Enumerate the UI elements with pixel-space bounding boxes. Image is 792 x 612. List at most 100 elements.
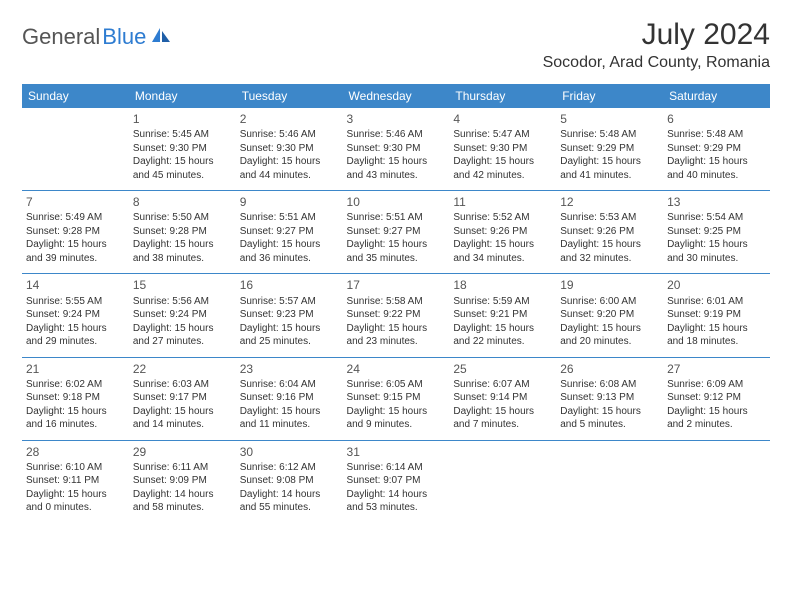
day-header: Friday bbox=[556, 84, 663, 108]
day-number: 17 bbox=[347, 277, 446, 293]
sunrise-text: Sunrise: 5:57 AM bbox=[240, 295, 339, 309]
calendar-row: 21Sunrise: 6:02 AMSunset: 9:18 PMDayligh… bbox=[22, 357, 770, 440]
daylight-text: and 29 minutes. bbox=[26, 335, 125, 349]
daylight-text: Daylight: 15 hours bbox=[26, 405, 125, 419]
sunset-text: Sunset: 9:21 PM bbox=[453, 308, 552, 322]
day-number: 23 bbox=[240, 361, 339, 377]
calendar-cell: 9Sunrise: 5:51 AMSunset: 9:27 PMDaylight… bbox=[236, 191, 343, 274]
logo-text-blue: Blue bbox=[102, 24, 146, 50]
calendar-cell: 22Sunrise: 6:03 AMSunset: 9:17 PMDayligh… bbox=[129, 357, 236, 440]
sunset-text: Sunset: 9:15 PM bbox=[347, 391, 446, 405]
daylight-text: Daylight: 15 hours bbox=[26, 238, 125, 252]
sunrise-text: Sunrise: 6:11 AM bbox=[133, 461, 232, 475]
day-number: 18 bbox=[453, 277, 552, 293]
logo-text-gray: General bbox=[22, 24, 100, 50]
daylight-text: Daylight: 15 hours bbox=[26, 488, 125, 502]
page-header: GeneralBlue July 2024 Socodor, Arad Coun… bbox=[22, 18, 770, 72]
daylight-text: Daylight: 15 hours bbox=[453, 155, 552, 169]
calendar-cell: 5Sunrise: 5:48 AMSunset: 9:29 PMDaylight… bbox=[556, 108, 663, 191]
sunset-text: Sunset: 9:30 PM bbox=[453, 142, 552, 156]
calendar-row: 7Sunrise: 5:49 AMSunset: 9:28 PMDaylight… bbox=[22, 191, 770, 274]
sunrise-text: Sunrise: 5:47 AM bbox=[453, 128, 552, 142]
daylight-text: and 7 minutes. bbox=[453, 418, 552, 432]
sunrise-text: Sunrise: 6:07 AM bbox=[453, 378, 552, 392]
calendar-cell: 8Sunrise: 5:50 AMSunset: 9:28 PMDaylight… bbox=[129, 191, 236, 274]
sunrise-text: Sunrise: 6:01 AM bbox=[667, 295, 766, 309]
calendar-cell: 20Sunrise: 6:01 AMSunset: 9:19 PMDayligh… bbox=[663, 274, 770, 357]
sunset-text: Sunset: 9:26 PM bbox=[453, 225, 552, 239]
day-number: 8 bbox=[133, 194, 232, 210]
day-number: 1 bbox=[133, 111, 232, 127]
sunrise-text: Sunrise: 5:56 AM bbox=[133, 295, 232, 309]
daylight-text: and 18 minutes. bbox=[667, 335, 766, 349]
daylight-text: and 55 minutes. bbox=[240, 501, 339, 515]
daylight-text: Daylight: 15 hours bbox=[240, 155, 339, 169]
sunrise-text: Sunrise: 6:12 AM bbox=[240, 461, 339, 475]
sunset-text: Sunset: 9:30 PM bbox=[347, 142, 446, 156]
day-number: 31 bbox=[347, 444, 446, 460]
sunrise-text: Sunrise: 6:08 AM bbox=[560, 378, 659, 392]
sunrise-text: Sunrise: 5:51 AM bbox=[347, 211, 446, 225]
daylight-text: and 45 minutes. bbox=[133, 169, 232, 183]
sunset-text: Sunset: 9:16 PM bbox=[240, 391, 339, 405]
daylight-text: Daylight: 15 hours bbox=[347, 322, 446, 336]
location: Socodor, Arad County, Romania bbox=[543, 54, 770, 72]
day-number: 5 bbox=[560, 111, 659, 127]
calendar-cell: 2Sunrise: 5:46 AMSunset: 9:30 PMDaylight… bbox=[236, 108, 343, 191]
daylight-text: Daylight: 14 hours bbox=[133, 488, 232, 502]
calendar-cell: 28Sunrise: 6:10 AMSunset: 9:11 PMDayligh… bbox=[22, 440, 129, 523]
sunset-text: Sunset: 9:11 PM bbox=[26, 474, 125, 488]
sunset-text: Sunset: 9:30 PM bbox=[240, 142, 339, 156]
sunrise-text: Sunrise: 5:51 AM bbox=[240, 211, 339, 225]
daylight-text: Daylight: 15 hours bbox=[453, 238, 552, 252]
sunrise-text: Sunrise: 6:04 AM bbox=[240, 378, 339, 392]
calendar-cell: 26Sunrise: 6:08 AMSunset: 9:13 PMDayligh… bbox=[556, 357, 663, 440]
day-header: Monday bbox=[129, 84, 236, 108]
calendar-cell: 10Sunrise: 5:51 AMSunset: 9:27 PMDayligh… bbox=[343, 191, 450, 274]
daylight-text: and 27 minutes. bbox=[133, 335, 232, 349]
daylight-text: and 44 minutes. bbox=[240, 169, 339, 183]
day-number: 4 bbox=[453, 111, 552, 127]
sunset-text: Sunset: 9:18 PM bbox=[26, 391, 125, 405]
sunset-text: Sunset: 9:30 PM bbox=[133, 142, 232, 156]
sunset-text: Sunset: 9:09 PM bbox=[133, 474, 232, 488]
daylight-text: and 40 minutes. bbox=[667, 169, 766, 183]
daylight-text: and 0 minutes. bbox=[26, 501, 125, 515]
sunset-text: Sunset: 9:24 PM bbox=[26, 308, 125, 322]
sunset-text: Sunset: 9:23 PM bbox=[240, 308, 339, 322]
sunrise-text: Sunrise: 5:52 AM bbox=[453, 211, 552, 225]
day-number: 12 bbox=[560, 194, 659, 210]
daylight-text: and 22 minutes. bbox=[453, 335, 552, 349]
sunrise-text: Sunrise: 5:59 AM bbox=[453, 295, 552, 309]
day-number: 19 bbox=[560, 277, 659, 293]
sunrise-text: Sunrise: 6:05 AM bbox=[347, 378, 446, 392]
daylight-text: Daylight: 14 hours bbox=[240, 488, 339, 502]
sunset-text: Sunset: 9:29 PM bbox=[667, 142, 766, 156]
day-number: 20 bbox=[667, 277, 766, 293]
daylight-text: Daylight: 15 hours bbox=[667, 405, 766, 419]
daylight-text: Daylight: 15 hours bbox=[133, 322, 232, 336]
daylight-text: Daylight: 15 hours bbox=[667, 238, 766, 252]
daylight-text: and 43 minutes. bbox=[347, 169, 446, 183]
sunrise-text: Sunrise: 6:14 AM bbox=[347, 461, 446, 475]
daylight-text: Daylight: 15 hours bbox=[560, 322, 659, 336]
calendar-cell-empty bbox=[449, 440, 556, 523]
calendar-cell: 6Sunrise: 5:48 AMSunset: 9:29 PMDaylight… bbox=[663, 108, 770, 191]
sunset-text: Sunset: 9:19 PM bbox=[667, 308, 766, 322]
sunrise-text: Sunrise: 5:53 AM bbox=[560, 211, 659, 225]
sunrise-text: Sunrise: 5:58 AM bbox=[347, 295, 446, 309]
calendar-cell: 21Sunrise: 6:02 AMSunset: 9:18 PMDayligh… bbox=[22, 357, 129, 440]
calendar-cell: 19Sunrise: 6:00 AMSunset: 9:20 PMDayligh… bbox=[556, 274, 663, 357]
calendar-body: 1Sunrise: 5:45 AMSunset: 9:30 PMDaylight… bbox=[22, 108, 770, 523]
daylight-text: Daylight: 15 hours bbox=[560, 155, 659, 169]
day-number: 3 bbox=[347, 111, 446, 127]
calendar-cell: 1Sunrise: 5:45 AMSunset: 9:30 PMDaylight… bbox=[129, 108, 236, 191]
day-number: 26 bbox=[560, 361, 659, 377]
sunrise-text: Sunrise: 6:02 AM bbox=[26, 378, 125, 392]
daylight-text: Daylight: 15 hours bbox=[347, 405, 446, 419]
calendar-cell: 13Sunrise: 5:54 AMSunset: 9:25 PMDayligh… bbox=[663, 191, 770, 274]
sunrise-text: Sunrise: 5:54 AM bbox=[667, 211, 766, 225]
calendar-cell-empty bbox=[556, 440, 663, 523]
calendar-cell: 4Sunrise: 5:47 AMSunset: 9:30 PMDaylight… bbox=[449, 108, 556, 191]
sunset-text: Sunset: 9:14 PM bbox=[453, 391, 552, 405]
